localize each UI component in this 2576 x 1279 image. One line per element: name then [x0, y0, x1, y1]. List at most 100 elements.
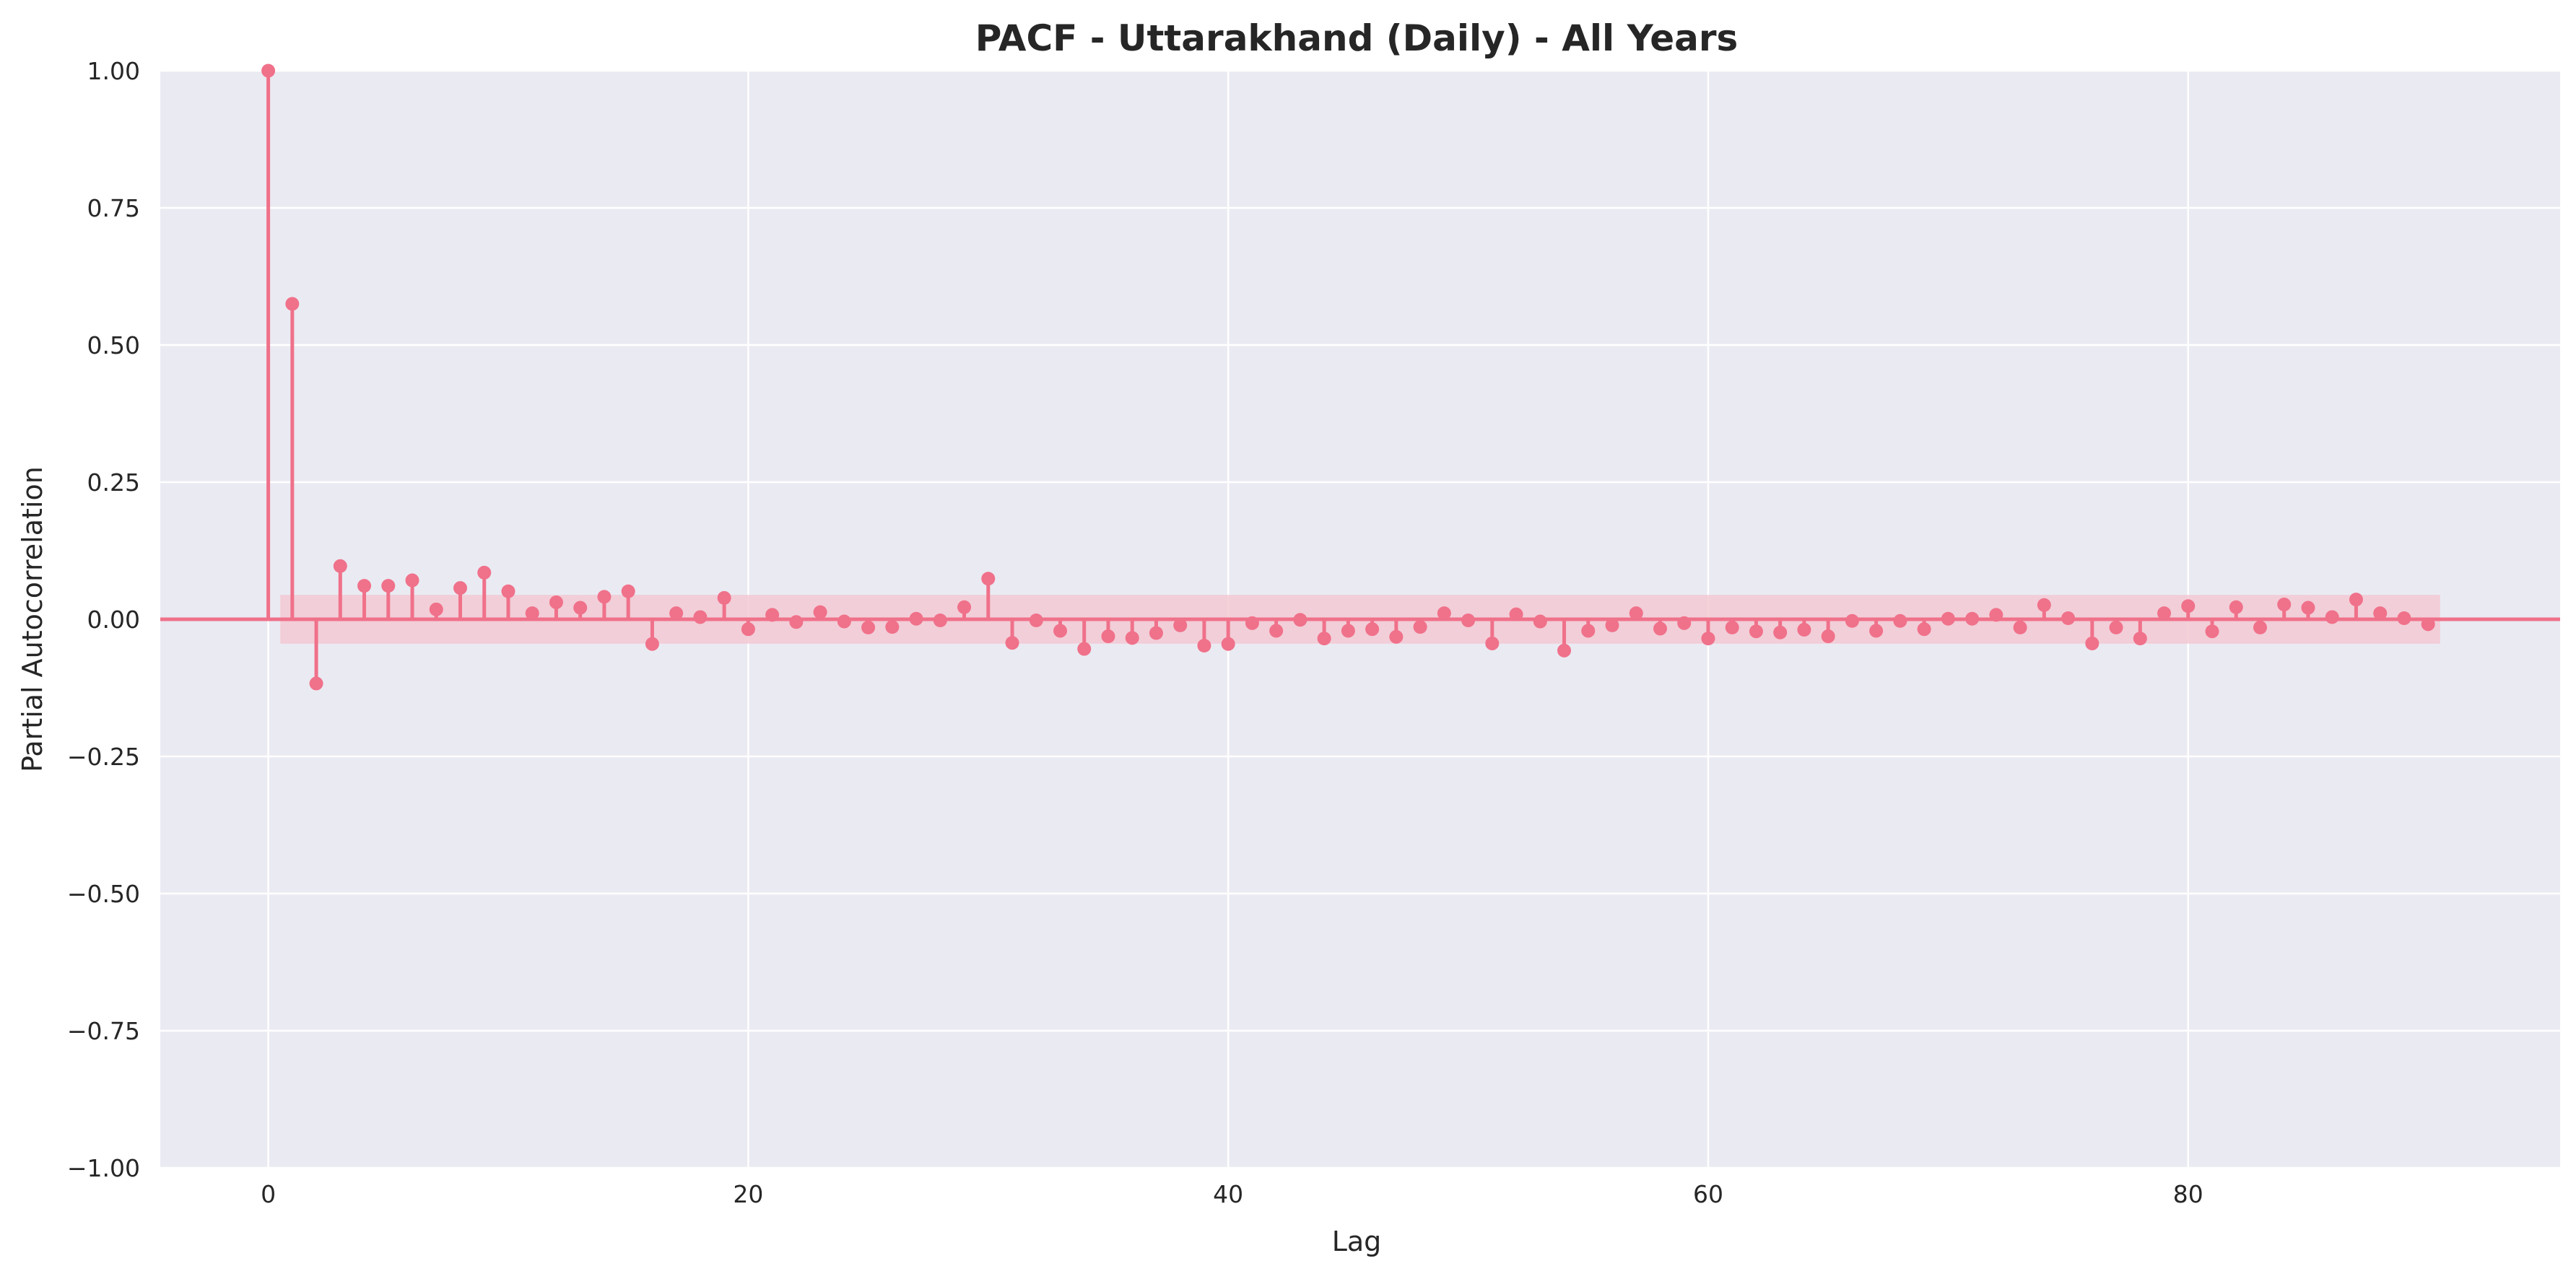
stem-marker	[1341, 624, 1355, 638]
stem-marker	[933, 614, 947, 628]
stem-marker	[1629, 606, 1643, 621]
y-tick-label: 0.00	[87, 606, 140, 634]
stem-marker	[693, 610, 708, 624]
stem-marker	[453, 581, 467, 595]
stem-marker	[837, 614, 851, 629]
stem-marker	[2157, 606, 2172, 621]
stem-marker	[981, 572, 996, 586]
stem-marker	[1125, 631, 1139, 645]
stem-marker	[1269, 624, 1284, 638]
stem-marker	[2373, 606, 2388, 621]
stem-marker	[2013, 620, 2027, 634]
x-tick-labels: 0 20 40 60 80	[261, 1180, 2203, 1208]
stem-marker	[1029, 614, 1043, 628]
stem-marker	[2421, 617, 2435, 632]
y-tick-label: −0.75	[67, 1017, 140, 1045]
stem-marker	[1773, 625, 1788, 640]
y-tick-label: 0.25	[87, 468, 140, 497]
stem-marker	[405, 573, 419, 588]
stem-marker	[1797, 622, 1811, 637]
x-tick-label: 60	[1693, 1180, 1723, 1208]
stem-marker	[2397, 611, 2411, 625]
x-tick-label: 0	[261, 1180, 276, 1208]
stem-marker	[909, 611, 923, 626]
stem-marker	[1845, 614, 1859, 628]
stem-marker	[1605, 618, 1619, 632]
stem-marker	[741, 622, 755, 637]
x-axis-label: Lag	[1332, 1226, 1382, 1257]
stem-marker	[957, 600, 972, 614]
stem-marker	[1077, 642, 1092, 656]
x-tick-label: 20	[733, 1180, 763, 1208]
stem-marker	[1725, 620, 1739, 634]
stem-marker	[1101, 629, 1115, 644]
stem-marker	[1149, 626, 1163, 640]
stems-group	[261, 64, 2435, 691]
stem-marker	[813, 605, 827, 619]
stem-marker	[789, 615, 804, 629]
stem-marker	[1317, 632, 1331, 646]
stem-marker	[333, 559, 347, 573]
y-tick-label: 0.50	[87, 331, 140, 359]
stem-marker	[621, 584, 635, 598]
x-tick-label: 40	[1213, 1180, 1243, 1208]
stem-marker	[645, 637, 659, 651]
stem-marker	[1581, 624, 1596, 638]
stem-marker	[1869, 624, 1884, 638]
stem-marker	[2061, 611, 2076, 625]
stem-marker	[1941, 611, 1955, 626]
stem-marker	[1509, 607, 1523, 621]
stem-marker	[501, 584, 515, 598]
stem-marker	[861, 620, 876, 634]
stem-marker	[309, 676, 323, 691]
stem-marker	[669, 606, 684, 621]
stem-marker	[2037, 598, 2051, 612]
x-tick-label: 80	[2173, 1180, 2203, 1208]
stem-marker	[1245, 616, 1259, 630]
stem-marker	[2109, 620, 2123, 634]
stem-marker	[717, 590, 731, 605]
y-tick-label: −0.25	[67, 743, 140, 771]
stem-marker	[2229, 600, 2243, 614]
stem-marker	[1005, 636, 1019, 650]
stem-marker	[1533, 614, 1547, 629]
stem-marker	[1557, 643, 1572, 658]
stem-marker	[261, 64, 276, 78]
stem-marker	[1485, 636, 1500, 650]
stem-marker	[429, 602, 443, 616]
stem-marker	[1173, 618, 1188, 632]
stem-marker	[285, 297, 300, 311]
stem-marker	[1221, 637, 1235, 651]
stem-marker	[2085, 636, 2099, 650]
stem-marker	[2205, 624, 2219, 639]
stem-marker	[1389, 629, 1404, 644]
stem-marker	[2181, 599, 2196, 614]
stem-marker	[2349, 593, 2363, 607]
stem-marker	[1821, 629, 1835, 644]
stem-marker	[1701, 632, 1715, 646]
y-tick-label: −0.50	[67, 880, 140, 908]
stem-marker	[765, 608, 780, 622]
stem-marker	[573, 601, 588, 615]
stem-marker	[1749, 624, 1763, 639]
y-axis-label: Partial Autocorrelation	[17, 466, 48, 772]
y-tick-labels: −1.00 −0.75 −0.50 −0.25 0.00 0.25 0.50 0.75 1.00	[67, 57, 140, 1182]
stem-marker	[1197, 638, 1211, 652]
stem-marker	[1053, 624, 1067, 638]
stem-marker	[1989, 608, 2003, 622]
stem-marker	[1437, 606, 1451, 621]
stem-marker	[1677, 616, 1692, 630]
stem-marker	[1653, 621, 1667, 636]
stem-marker	[1965, 611, 1980, 626]
stem-marker	[597, 590, 612, 604]
stem-marker	[2253, 620, 2267, 634]
stem-marker	[1413, 620, 1427, 634]
stem-marker	[1365, 622, 1380, 637]
stem-marker	[477, 565, 492, 580]
y-tick-label: 1.00	[87, 57, 140, 85]
stem-marker	[1293, 613, 1307, 627]
chart-title: PACF - Uttarakhand (Daily) - All Years	[975, 17, 1739, 59]
stem-marker	[2133, 632, 2147, 646]
stem-marker	[885, 620, 900, 634]
